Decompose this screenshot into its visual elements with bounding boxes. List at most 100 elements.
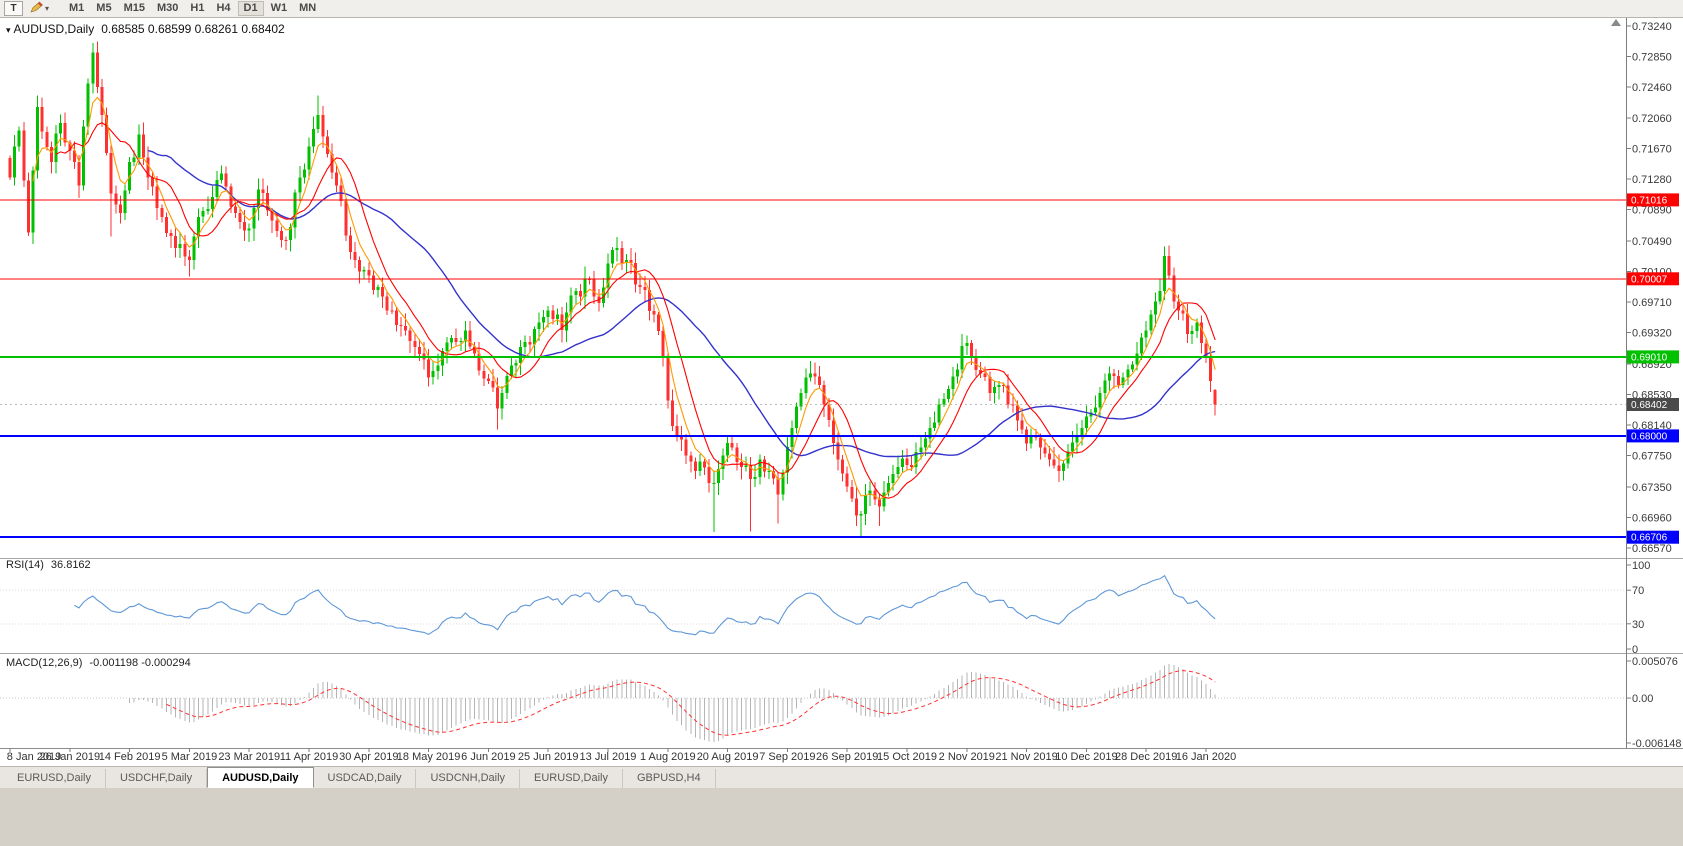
chart-shift-marker[interactable] [1611,19,1621,26]
chart-canvas[interactable]: 0.73240 0.72850 0.72460 0.72060 0.71670 0.712… [0,0,1683,766]
svg-text:0.69710: 0.69710 [1632,297,1672,309]
svg-text:0.72460: 0.72460 [1632,82,1672,94]
price-tags: 0.71016 0.70007 0.69010 0.68000 0.66706 0.684… [1627,193,1679,544]
date-axis-ticks [9,748,1207,752]
svg-text:0.70490: 0.70490 [1632,236,1672,248]
timeframe-button-m1[interactable]: M1 [69,2,85,14]
chart-tab-usdchf-daily[interactable]: USDCHF,Daily [106,769,208,788]
svg-text:0.73240: 0.73240 [1632,21,1672,33]
svg-text:20 Aug 2019: 20 Aug 2019 [697,751,759,763]
timeframe-buttons: M1 M5 M15 M30 H1 H4 D1 W1 MN [64,1,321,16]
macd-axis-labels: 0.005076 0.00 -0.006148 [1626,656,1682,750]
pencil-icon [30,0,43,18]
svg-text:0.67350: 0.67350 [1632,482,1672,494]
timeframe-button-mn[interactable]: MN [299,2,317,14]
timeframe-button-h4[interactable]: H4 [216,2,231,14]
svg-text:13 Jul 2019: 13 Jul 2019 [580,751,637,763]
svg-text:28 Dec 2019: 28 Dec 2019 [1115,751,1177,763]
dropdown-caret-icon: ▾ [45,3,50,13]
price-tag-0.66706: 0.66706 [1627,530,1679,544]
slow-ma-line [147,149,1216,458]
chart-tab-audusd-daily[interactable]: AUDUSD,Daily [207,767,314,788]
svg-text:16 Jan 2020: 16 Jan 2020 [1176,751,1237,763]
svg-text:1 Aug 2019: 1 Aug 2019 [640,751,696,763]
chart-tab-eurusd-daily[interactable]: EURUSD,Daily [520,769,623,788]
svg-text:0.68000: 0.68000 [1631,431,1668,442]
timeframe-button-m5[interactable]: M5 [96,2,112,14]
svg-text:0.72850: 0.72850 [1632,51,1672,63]
svg-text:0.71280: 0.71280 [1632,174,1672,186]
current-price-tag: 0.68402 [1627,398,1679,411]
svg-text:0: 0 [1632,644,1638,656]
svg-text:26 Sep 2019: 26 Sep 2019 [816,751,878,763]
svg-text:0.70007: 0.70007 [1631,274,1668,285]
svg-text:0.70890: 0.70890 [1632,205,1672,217]
svg-text:0.71670: 0.71670 [1632,144,1672,156]
rsi-axis-labels: 100 70 30 0 [1626,560,1650,656]
svg-text:10 Dec 2019: 10 Dec 2019 [1055,751,1117,763]
chart-background[interactable] [0,18,1683,766]
svg-text:11 Apr 2019: 11 Apr 2019 [280,751,339,763]
price-axis-labels: 0.73240 0.72850 0.72460 0.72060 0.71670 0.712… [1632,21,1672,555]
svg-text:15 Oct 2019: 15 Oct 2019 [877,751,937,763]
svg-text:0.69320: 0.69320 [1632,328,1672,340]
chart-tab-usdcnh-daily[interactable]: USDCNH,Daily [416,769,521,788]
timeframe-button-m15[interactable]: M15 [123,2,145,14]
price-tag-0.69010: 0.69010 [1627,350,1679,364]
timeframe-button-h1[interactable]: H1 [190,2,205,14]
svg-text:70: 70 [1632,585,1644,597]
price-axis-ticks [1626,25,1631,549]
moving-average-lines [32,96,1216,500]
svg-text:2 Nov 2019: 2 Nov 2019 [939,751,995,763]
horizontal-level-lines [0,199,1626,539]
price-tag-0.68000: 0.68000 [1627,429,1679,443]
candlestick-series [8,41,1217,537]
svg-text:30 Apr 2019: 30 Apr 2019 [339,751,398,763]
svg-text:0.66960: 0.66960 [1632,512,1672,524]
svg-text:23 Mar 2019: 23 Mar 2019 [218,751,280,763]
svg-text:7 Sep 2019: 7 Sep 2019 [759,751,815,763]
svg-text:0.005076: 0.005076 [1632,656,1678,668]
svg-text:14 Feb 2019: 14 Feb 2019 [99,751,161,763]
chart-tab-usdcad-daily[interactable]: USDCAD,Daily [314,769,417,788]
svg-text:0.00: 0.00 [1632,693,1653,705]
chart-tab-bar: EURUSD,Daily USDCHF,Daily AUDUSD,Daily USDC… [0,766,1683,788]
rsi-line [74,574,1216,636]
svg-text:100: 100 [1632,560,1650,572]
timeframe-button-m30[interactable]: M30 [156,2,179,14]
svg-text:18 May 2019: 18 May 2019 [397,751,461,763]
svg-text:25 Jun 2019: 25 Jun 2019 [518,751,579,763]
macd-signal-line [166,670,1216,736]
svg-text:-0.006148: -0.006148 [1632,738,1682,750]
svg-text:0.69010: 0.69010 [1631,352,1668,363]
svg-text:5 Mar 2019: 5 Mar 2019 [162,751,218,763]
pane-separators [0,558,1683,749]
draw-tool-button[interactable]: ▾ [27,1,52,16]
svg-text:0.67750: 0.67750 [1632,451,1672,463]
svg-text:0.68140: 0.68140 [1632,420,1672,432]
window-bottom-area [0,788,1683,846]
rsi-guide-lines [0,589,1626,625]
toolbar: T ▾ M1 M5 M15 M30 H1 H4 D1 W1 MN [0,0,1683,18]
price-tag-0.71016: 0.71016 [1627,193,1679,207]
svg-text:26 Jan 2019: 26 Jan 2019 [40,751,101,763]
timeframe-button-w1[interactable]: W1 [270,2,288,14]
svg-text:0.66706: 0.66706 [1631,533,1668,544]
svg-text:0.72060: 0.72060 [1632,113,1672,125]
chart-tab-eurusd-daily[interactable]: EURUSD,Daily [3,769,106,788]
medium-ma-line [55,122,1216,499]
svg-text:30: 30 [1632,619,1644,631]
svg-text:8 Jan 2019: 8 Jan 2019 [7,751,61,763]
svg-text:21 Nov 2019: 21 Nov 2019 [995,751,1057,763]
svg-text:0.66570: 0.66570 [1632,543,1672,555]
svg-text:6 Jun 2019: 6 Jun 2019 [461,751,515,763]
chart-tab-gbpusd-h4[interactable]: GBPUSD,H4 [623,769,716,788]
svg-text:0.68402: 0.68402 [1631,400,1668,411]
price-tag-0.70007: 0.70007 [1627,272,1679,286]
timeframe-button-d1[interactable]: D1 [237,1,264,16]
price-axis[interactable] [1627,18,1683,748]
svg-text:0.71016: 0.71016 [1631,195,1668,206]
fast-ma-line [32,96,1216,500]
templates-button[interactable]: T [4,1,23,16]
